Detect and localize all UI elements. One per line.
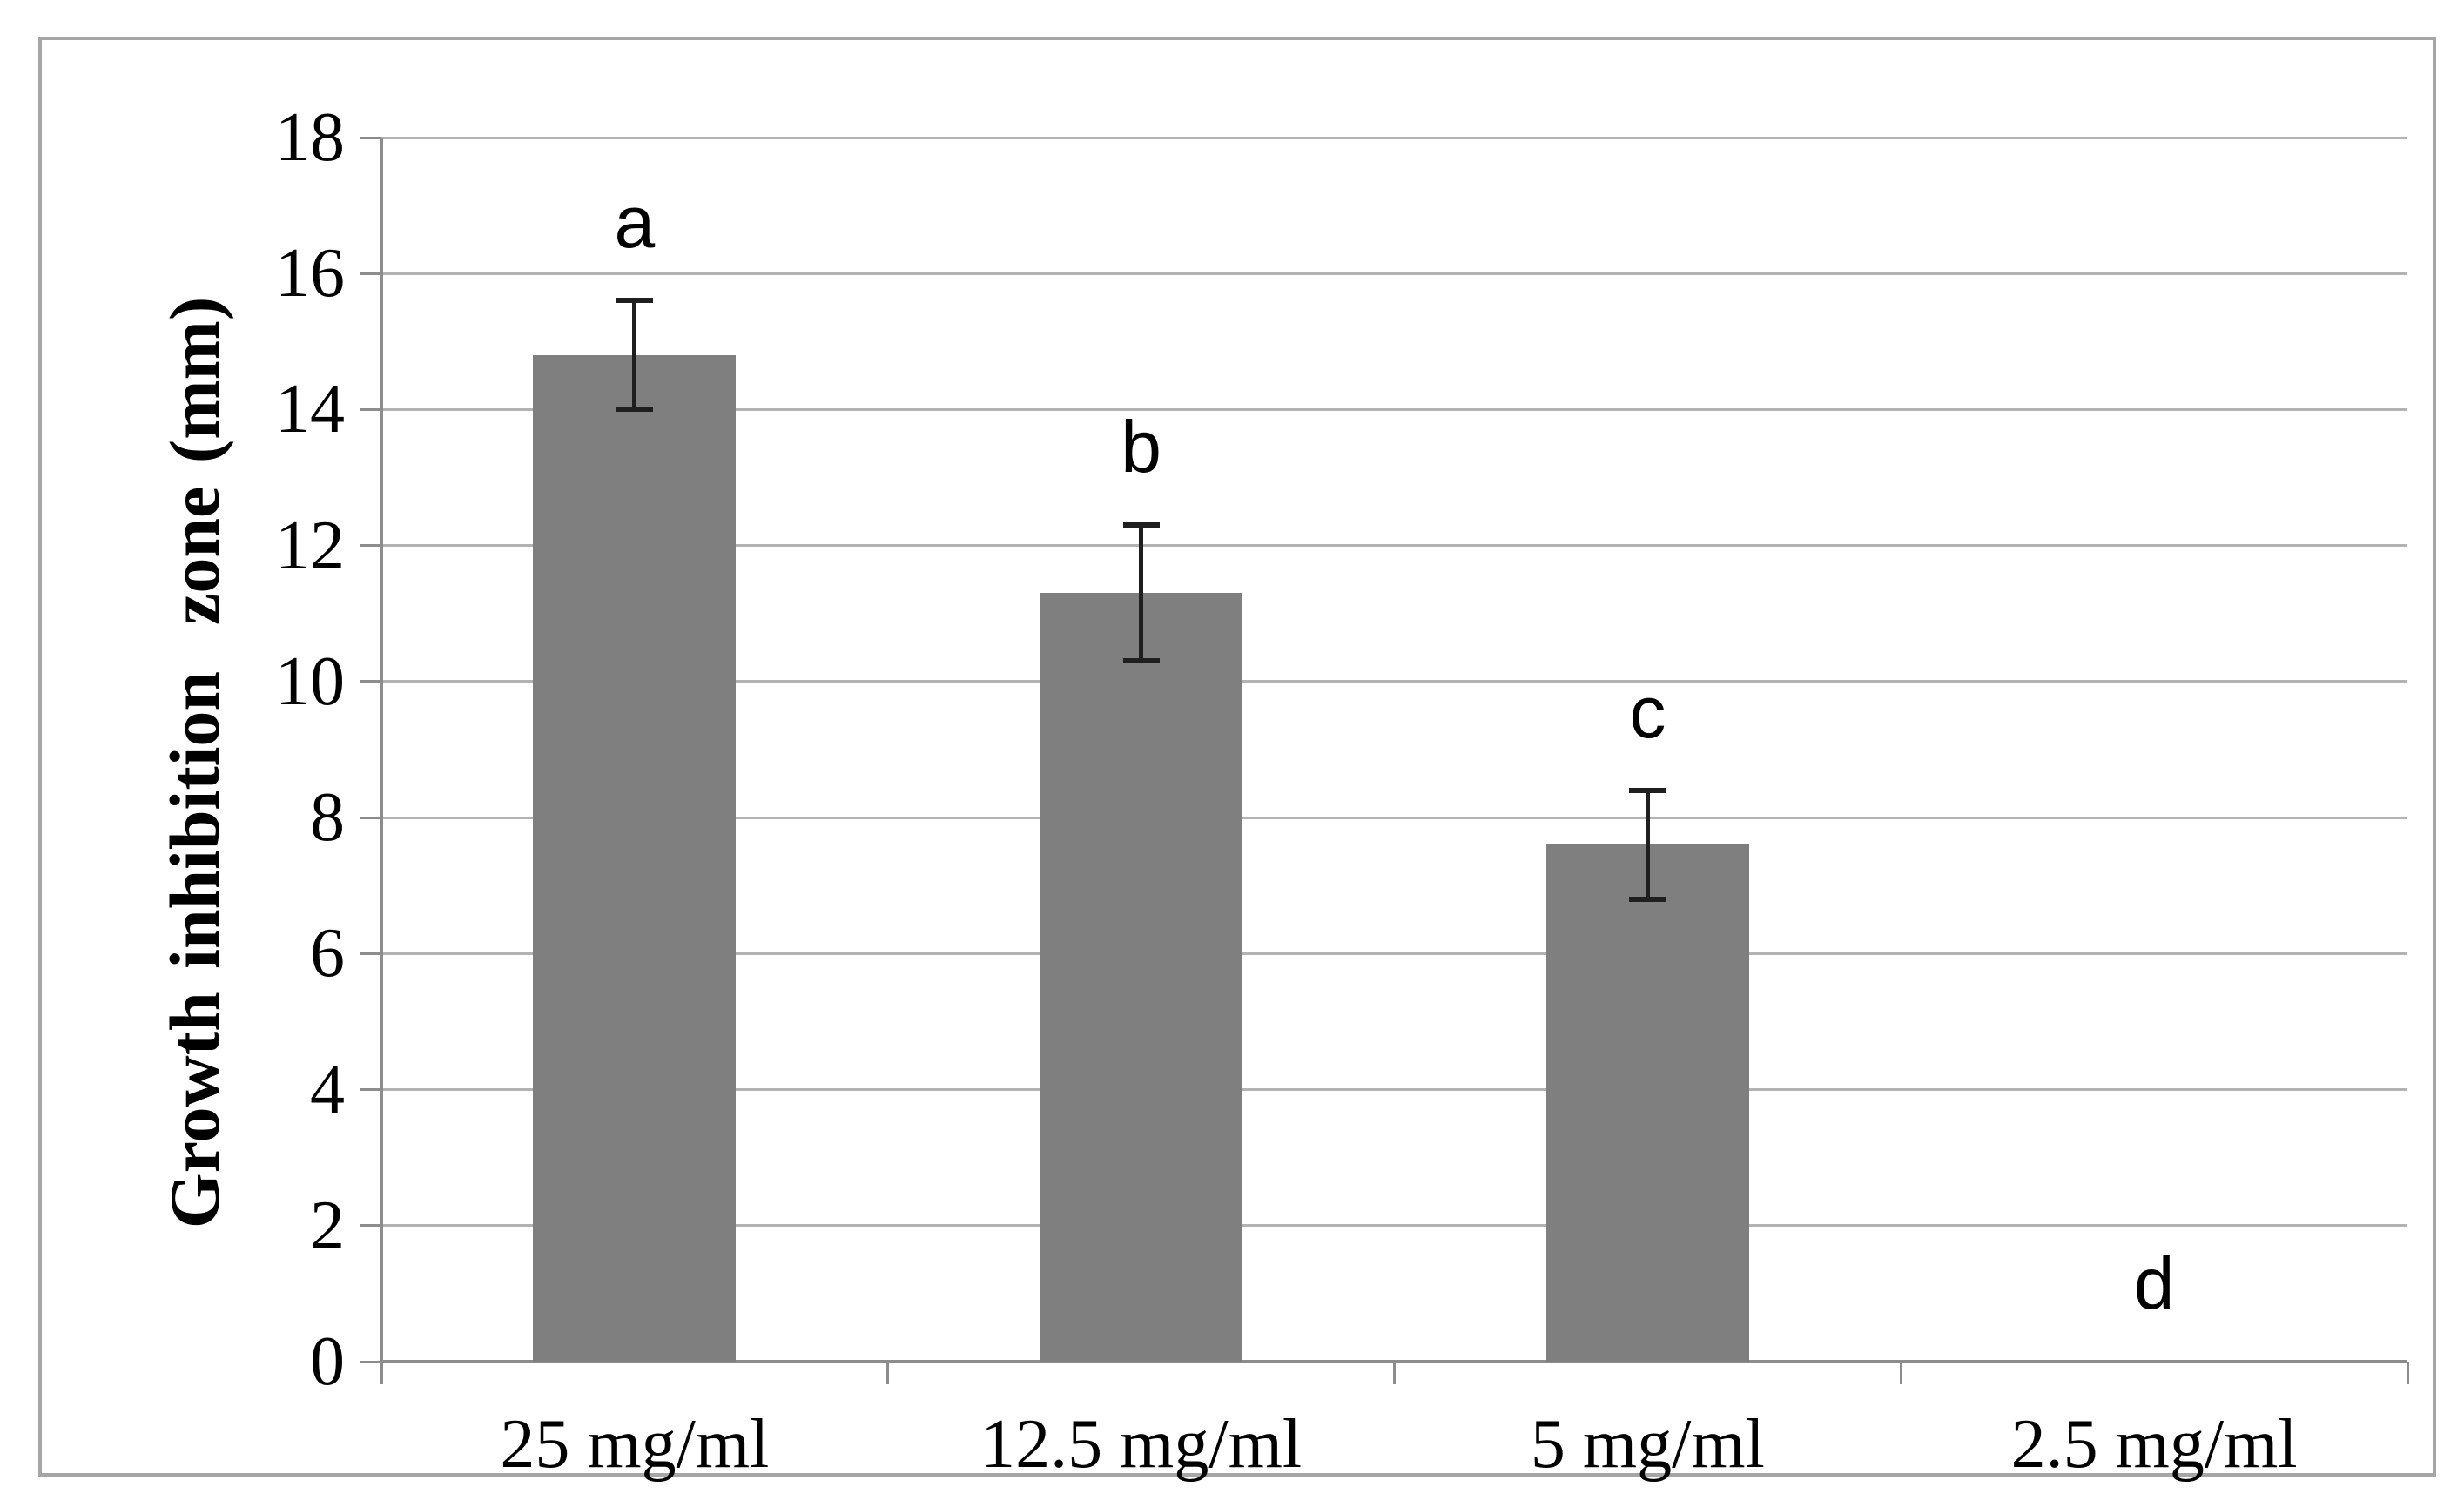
- y-axis-tick-8: [360, 816, 381, 819]
- bar-12.5-mg-ml: [1040, 593, 1243, 1362]
- gridline-6: [381, 952, 2407, 955]
- y-axis-tick-6: [360, 952, 381, 955]
- y-tick-label-0: 0: [310, 1323, 345, 1400]
- bar-chart: Growth inhibition zone (mm) 0 2 4 6 8 10 12 14 1…: [42, 40, 2433, 1483]
- x-axis-boundary-tick: [380, 1362, 383, 1384]
- x-tick-label-12.5-mg-ml: 12.5 mg/ml: [980, 1406, 1303, 1483]
- significance-letter-a: a: [614, 181, 656, 264]
- x-tick-label-25-mg-ml: 25 mg/ml: [500, 1406, 770, 1483]
- x-tick-label-5-mg-ml: 5 mg/ml: [1530, 1406, 1765, 1483]
- error-bar-cap-top-5-mg-ml: [1629, 787, 1666, 793]
- y-axis-tick-14: [360, 407, 381, 411]
- error-bar-line-5-mg-ml: [1645, 790, 1650, 899]
- error-bar-line-12.5-mg-ml: [1139, 525, 1144, 662]
- x-axis-boundary-tick: [1393, 1362, 1396, 1384]
- significance-letter-b: b: [1121, 406, 1161, 488]
- y-axis-tick-16: [360, 272, 381, 275]
- error-bar-cap-top-25-mg-ml: [616, 298, 653, 304]
- gridline-16: [381, 272, 2407, 275]
- bar-25-mg-ml: [533, 354, 737, 1362]
- error-bar-cap-top-12.5-mg-ml: [1122, 522, 1160, 528]
- y-axis-tick-0: [360, 1360, 381, 1363]
- gridline-10: [381, 680, 2407, 683]
- significance-letter-d: d: [2133, 1242, 2175, 1324]
- y-axis-tick-4: [360, 1088, 381, 1092]
- y-tick-label-10: 10: [275, 642, 345, 720]
- error-bar-line-25-mg-ml: [632, 300, 637, 410]
- y-tick-label-2: 2: [310, 1187, 345, 1264]
- error-bar-cap-bottom-25-mg-ml: [616, 407, 653, 413]
- y-axis-tick-10: [360, 680, 381, 683]
- y-tick-label-6: 6: [310, 915, 345, 992]
- x-axis-boundary-tick: [1899, 1362, 1902, 1384]
- gridline-12: [381, 544, 2407, 548]
- y-tick-label-14: 14: [275, 371, 345, 448]
- bar-5-mg-ml: [1545, 844, 1749, 1362]
- error-bar-cap-bottom-5-mg-ml: [1629, 896, 1666, 902]
- gridline-4: [381, 1088, 2407, 1092]
- x-axis-boundary-tick: [2406, 1362, 2409, 1384]
- y-tick-label-12: 12: [275, 507, 345, 584]
- figure-frame: Growth inhibition zone (mm) 0 2 4 6 8 10 12 14 1…: [38, 37, 2436, 1483]
- gridline-2: [381, 1224, 2407, 1228]
- y-tick-label-4: 4: [310, 1051, 345, 1128]
- y-axis-tick-12: [360, 544, 381, 548]
- y-tick-label-18: 18: [275, 99, 345, 176]
- y-axis-tick-18: [360, 136, 381, 139]
- x-axis-boundary-tick: [886, 1362, 890, 1384]
- y-tick-label-16: 16: [275, 235, 345, 313]
- error-bar-cap-bottom-12.5-mg-ml: [1122, 658, 1160, 664]
- gridline-18: [381, 136, 2407, 139]
- y-tick-label-8: 8: [310, 779, 345, 857]
- gridline-8: [381, 816, 2407, 819]
- significance-letter-c: c: [1629, 670, 1666, 753]
- x-tick-label-2.5-mg-ml: 2.5 mg/ml: [2010, 1406, 2298, 1483]
- y-axis-line: [380, 138, 383, 1383]
- y-axis-tick-2: [360, 1224, 381, 1228]
- gridline-14: [381, 407, 2407, 411]
